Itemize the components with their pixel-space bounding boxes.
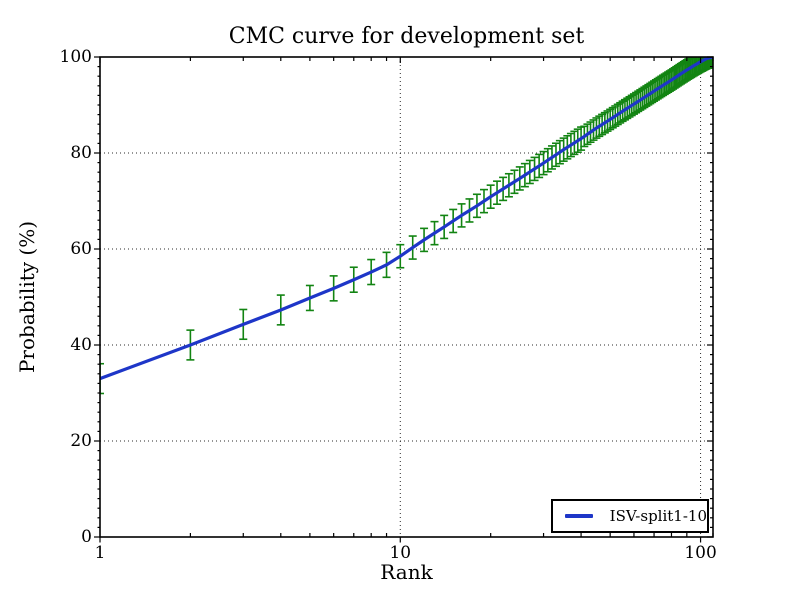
y-tick-label: 60 <box>70 239 92 259</box>
y-tick-label: 20 <box>70 431 92 451</box>
chart-title: CMC curve for development set <box>228 24 585 49</box>
x-axis-label: Rank <box>380 560 433 584</box>
legend: ISV-split1-10 <box>551 499 709 533</box>
x-tick-label: 100 <box>684 543 717 563</box>
x-tick-label: 10 <box>389 543 412 563</box>
y-tick-label: 100 <box>59 47 92 67</box>
y-tick-label: 40 <box>70 335 92 355</box>
legend-label: ISV-split1-10 <box>609 507 707 525</box>
x-tick-label: 1 <box>94 543 106 563</box>
legend-line-sample <box>565 514 593 518</box>
y-tick-label: 80 <box>70 143 92 163</box>
y-tick-label: 0 <box>81 527 92 547</box>
